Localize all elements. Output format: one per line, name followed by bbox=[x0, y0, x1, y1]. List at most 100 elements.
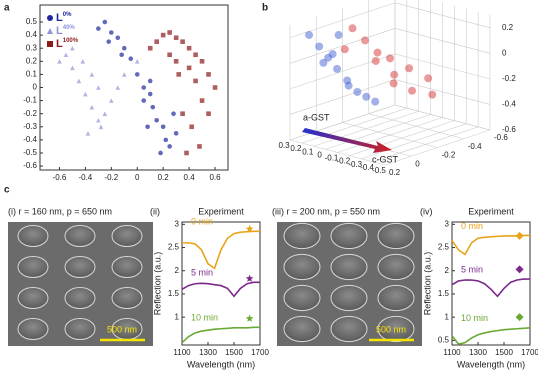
grid-line bbox=[342, 122, 438, 148]
y-tick-label: 3 bbox=[175, 219, 180, 228]
line bbox=[451, 327, 531, 345]
point bbox=[180, 111, 185, 116]
image-label: (iii) r = 200 nm, p = 550 nm bbox=[272, 206, 380, 216]
x-tick-label: 0 bbox=[135, 173, 140, 182]
point bbox=[115, 85, 121, 90]
y-axis-label: Reflection (a.u.) bbox=[152, 252, 162, 316]
y-tick-label: 0 bbox=[415, 159, 420, 168]
pillar bbox=[283, 284, 321, 312]
y-tick-label: -0.4 bbox=[468, 142, 482, 151]
x-tick-label: 1700 bbox=[521, 348, 538, 357]
arrow bbox=[302, 128, 392, 153]
x-tick-label: -0.4 bbox=[360, 163, 374, 172]
line bbox=[451, 278, 530, 298]
z-tick-label: 0.2 bbox=[502, 23, 514, 32]
line bbox=[181, 281, 260, 298]
point bbox=[145, 124, 150, 130]
point bbox=[96, 117, 101, 123]
point bbox=[245, 314, 254, 322]
point bbox=[389, 79, 398, 88]
scale-bar-label: 500 nm bbox=[376, 324, 406, 334]
point bbox=[70, 65, 75, 71]
y-tick-label: 2 bbox=[175, 266, 180, 275]
point bbox=[134, 59, 140, 64]
point bbox=[344, 81, 353, 90]
x-tick-label: 1100 bbox=[443, 348, 461, 357]
point bbox=[158, 150, 163, 156]
point bbox=[147, 78, 153, 84]
point bbox=[515, 313, 524, 322]
x-tick-label: 0.4 bbox=[184, 173, 196, 182]
point bbox=[98, 124, 104, 130]
point bbox=[134, 72, 140, 77]
point bbox=[173, 131, 179, 136]
series-label: 0 min bbox=[191, 217, 213, 227]
point bbox=[147, 45, 153, 51]
point bbox=[371, 97, 380, 106]
point bbox=[176, 72, 182, 77]
y-tick-label: 2.5 bbox=[438, 243, 450, 252]
point bbox=[348, 24, 357, 33]
x-tick-label: 0.3 bbox=[278, 141, 290, 150]
x-tick-label: 1500 bbox=[495, 348, 513, 357]
x-tick-label: 1500 bbox=[225, 348, 243, 357]
point bbox=[102, 111, 108, 116]
y-tick-label: 0.2 bbox=[26, 56, 38, 65]
pillar bbox=[377, 284, 415, 312]
pillar bbox=[17, 318, 49, 340]
legend-marker bbox=[47, 41, 53, 47]
line bbox=[182, 230, 260, 270]
point bbox=[102, 19, 108, 25]
point bbox=[147, 91, 153, 97]
x-tick-label: 0.1 bbox=[302, 147, 314, 156]
series-label: 10 min bbox=[461, 313, 488, 323]
z-tick-label: -0.2 bbox=[502, 74, 516, 83]
x-tick-label: 0.2 bbox=[158, 173, 170, 182]
pillar bbox=[283, 222, 321, 250]
panel-label: b bbox=[262, 3, 268, 14]
point bbox=[163, 137, 169, 143]
x-tick-label: 1300 bbox=[469, 348, 487, 357]
point bbox=[57, 59, 62, 64]
series-label: 5 min bbox=[191, 268, 213, 278]
point bbox=[70, 45, 75, 51]
point bbox=[109, 30, 114, 35]
y-tick-label: -0.4 bbox=[23, 135, 37, 144]
grid-line bbox=[394, 104, 491, 131]
pillar bbox=[64, 287, 96, 309]
point bbox=[76, 78, 82, 84]
point bbox=[319, 58, 328, 67]
x-tick-label: -0.1 bbox=[325, 154, 339, 163]
pillar bbox=[283, 315, 321, 343]
point bbox=[353, 87, 362, 96]
x-tick-label: -0.4 bbox=[78, 173, 92, 182]
point bbox=[89, 104, 95, 110]
z-tick-label: -0.6 bbox=[502, 125, 516, 134]
point bbox=[119, 52, 124, 58]
pillar bbox=[64, 256, 96, 278]
z-tick-label: -0.4 bbox=[502, 100, 516, 109]
legend-marker bbox=[47, 15, 53, 21]
pillar bbox=[111, 287, 143, 309]
scale-bar-label: 500 nm bbox=[107, 324, 137, 334]
x-tick-label: 1100 bbox=[173, 348, 191, 357]
y-tick-label: 0.3 bbox=[26, 43, 38, 52]
point bbox=[315, 42, 324, 51]
series-label: 5 min bbox=[461, 264, 483, 274]
point bbox=[106, 39, 112, 44]
point bbox=[206, 72, 211, 77]
y-tick-label: -0.2 bbox=[23, 109, 37, 118]
point bbox=[371, 56, 380, 65]
x-tick-label: 1300 bbox=[199, 348, 217, 357]
y-tick-label: 0.2 bbox=[389, 168, 401, 177]
panel-label: c bbox=[4, 185, 10, 196]
point bbox=[80, 59, 86, 64]
point bbox=[197, 144, 202, 149]
x-tick-label: 0 bbox=[317, 150, 322, 159]
point bbox=[515, 231, 524, 240]
pillar bbox=[64, 225, 96, 247]
y-tick-label: 1 bbox=[175, 312, 180, 321]
point bbox=[167, 144, 172, 149]
image-label: (i) r = 160 nm, p = 650 nm bbox=[8, 206, 112, 216]
